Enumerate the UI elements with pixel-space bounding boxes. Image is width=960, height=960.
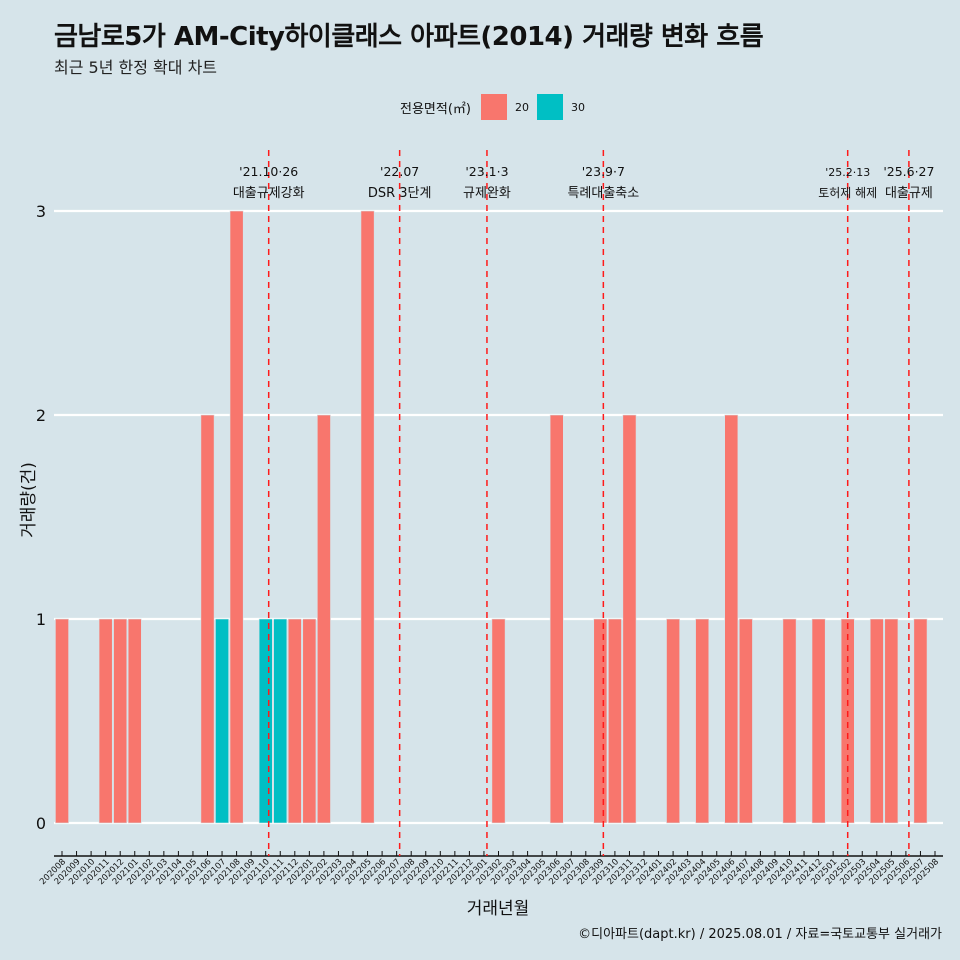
- bar-202402-20: [666, 618, 680, 824]
- y-tick-label: 3: [36, 202, 46, 221]
- bar-202011-20: [98, 618, 113, 824]
- event-name-label: 대출규제강화: [233, 186, 305, 201]
- bar-202012-20: [113, 618, 128, 824]
- event-name-label: 토허제 해제: [818, 186, 877, 200]
- bar-202504-20: [869, 618, 884, 824]
- bar-202404-20: [695, 618, 710, 824]
- bar-202202-20: [316, 414, 331, 824]
- bar-202112-20: [287, 618, 302, 824]
- bar-202310-20: [607, 618, 622, 824]
- event-date-label: '21.10·26: [239, 164, 298, 179]
- y-tick-label: 1: [36, 610, 46, 629]
- event-date-label: '25.2·13: [825, 166, 870, 179]
- y-tick-label: 0: [36, 814, 46, 833]
- bar-202201-20: [302, 618, 317, 824]
- legend-swatch-20: [480, 94, 507, 120]
- bar-202507-20: [913, 618, 928, 824]
- legend: 전용면적(㎡) 20 30: [400, 92, 593, 122]
- bar-202410-20: [782, 618, 797, 824]
- y-tick-label: 2: [36, 406, 46, 425]
- event-name-label: DSR 3단계: [368, 186, 432, 201]
- legend-label-20: 20: [514, 100, 529, 114]
- event-name-label: 대출규제: [885, 186, 933, 201]
- bar-202406-20: [724, 414, 739, 824]
- bar-202106-20: [200, 414, 215, 824]
- legend-swatch-30: [536, 94, 563, 120]
- bar-202101-20: [127, 618, 142, 824]
- legend-item-30: 30: [536, 94, 585, 120]
- bar-202412-20: [811, 618, 826, 824]
- bar-202107-30: [215, 618, 229, 824]
- chart-title: 금남로5가 AM-City하이클래스 아파트(2014) 거래량 변화 흐름: [54, 22, 764, 52]
- bar-202407-20: [738, 618, 753, 824]
- source-caption: ©디아파트(dapt.kr) / 2025.08.01 / 자료=국토교통부 실…: [578, 927, 942, 942]
- bar-202008-20: [55, 618, 69, 824]
- event-name-label: 특례대출축소: [567, 186, 639, 201]
- bar-202205-20: [360, 210, 375, 824]
- x-axis-title: 거래년월: [467, 899, 530, 919]
- y-axis-title: 거래량(건): [19, 462, 39, 538]
- bar-202108-20: [229, 210, 244, 824]
- legend-title: 전용면적(㎡): [400, 101, 471, 117]
- chart-subtitle: 최근 5년 한정 확대 차트: [54, 58, 218, 77]
- bar-202111-30: [273, 618, 288, 824]
- bar-202505-20: [884, 618, 899, 824]
- event-date-label: '25.6·27: [883, 164, 934, 179]
- legend-item-20: 20: [480, 94, 529, 120]
- bar-202110-30: [258, 618, 273, 824]
- event-date-label: '23.1·3: [465, 164, 508, 179]
- event-date-label: '22.07: [380, 164, 419, 179]
- event-name-label: 규제완화: [463, 186, 511, 201]
- bar-202311-20: [622, 414, 637, 824]
- bar-202309-20: [593, 618, 608, 824]
- legend-label-30: 30: [570, 100, 585, 114]
- bar-202306-20: [549, 414, 564, 824]
- event-date-label: '23.9·7: [582, 164, 625, 179]
- bar-202302-20: [491, 618, 506, 824]
